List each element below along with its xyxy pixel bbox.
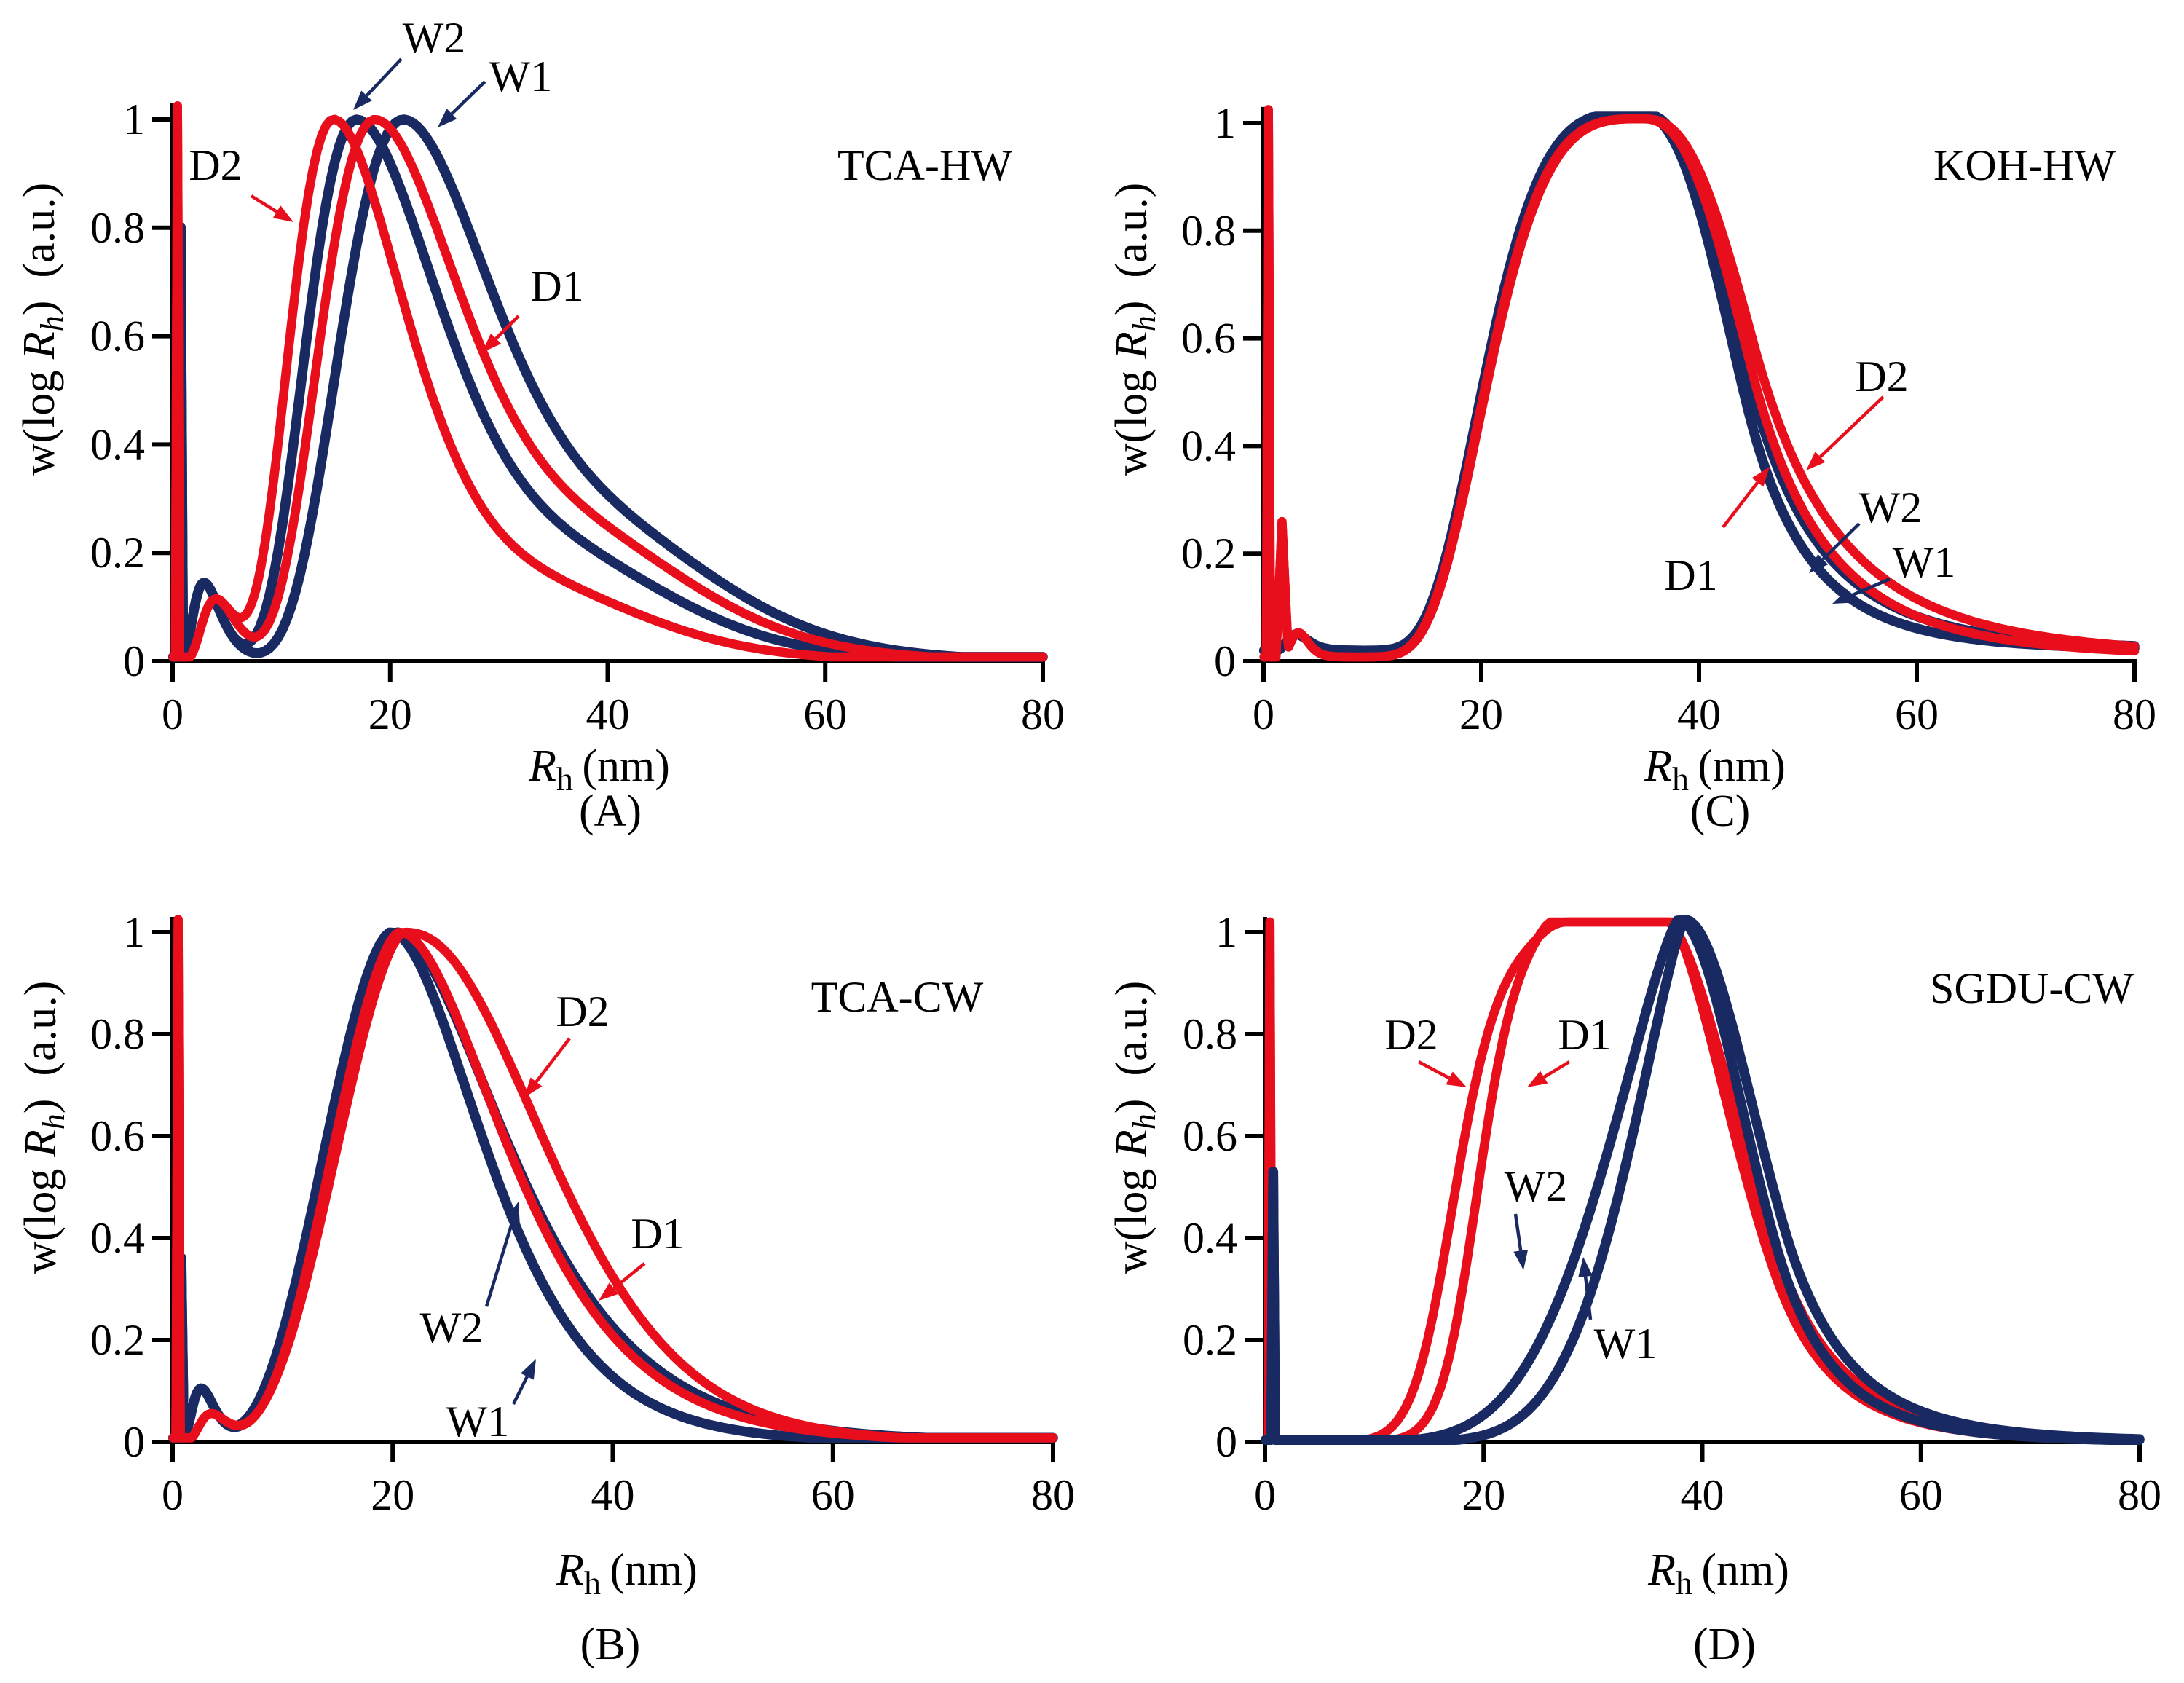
svg-text:D2: D2 [556, 988, 609, 1036]
svg-text:0.6: 0.6 [1181, 315, 1236, 363]
svg-text:20: 20 [1459, 690, 1503, 738]
svg-text:80: 80 [1031, 1471, 1075, 1519]
svg-text:0.2: 0.2 [90, 529, 145, 577]
svg-text:1: 1 [1215, 908, 1237, 956]
svg-text:1: 1 [123, 908, 145, 956]
svg-text:60: 60 [1899, 1471, 1943, 1519]
svg-text:0.8: 0.8 [1181, 207, 1236, 255]
svg-text:D2: D2 [1384, 1011, 1438, 1059]
svg-text:40: 40 [1681, 1471, 1724, 1519]
svg-text:W2: W2 [403, 14, 466, 62]
svg-text:1: 1 [1214, 99, 1236, 147]
svg-text:W2: W2 [1859, 484, 1923, 532]
svg-text:TCA-HW: TCA-HW [837, 141, 1012, 189]
svg-text:D1: D1 [1664, 551, 1717, 599]
svg-text:0: 0 [123, 637, 145, 685]
svg-text:40: 40 [1677, 690, 1721, 738]
svg-text:0.4: 0.4 [90, 1214, 145, 1262]
svg-text:0: 0 [1254, 1471, 1276, 1519]
svg-text:0: 0 [1214, 637, 1236, 685]
svg-text:0: 0 [162, 690, 184, 738]
svg-text:60: 60 [811, 1471, 855, 1519]
svg-text:(A): (A) [579, 787, 642, 836]
svg-text:80: 80 [2118, 1471, 2161, 1519]
svg-text:SGDU-CW: SGDU-CW [1930, 964, 2134, 1012]
svg-text:W2: W2 [1505, 1162, 1568, 1210]
svg-text:0.6: 0.6 [90, 1112, 145, 1160]
svg-text:0.4: 0.4 [1181, 422, 1236, 470]
svg-text:Rh (nm): Rh (nm) [528, 741, 670, 797]
svg-text:0.8: 0.8 [1183, 1010, 1237, 1058]
svg-text:60: 60 [1895, 690, 1939, 738]
svg-text:0.6: 0.6 [90, 312, 145, 360]
svg-text:40: 40 [586, 690, 630, 738]
svg-text:D2: D2 [189, 141, 242, 189]
svg-text:W2: W2 [420, 1304, 484, 1352]
svg-text:Rh (nm): Rh (nm) [1647, 1545, 1789, 1601]
svg-text:D1: D1 [1558, 1011, 1611, 1059]
svg-text:0: 0 [1215, 1418, 1237, 1466]
svg-text:0: 0 [162, 1471, 184, 1519]
svg-text:60: 60 [803, 690, 847, 738]
svg-text:20: 20 [1462, 1471, 1505, 1519]
svg-text:40: 40 [591, 1471, 635, 1519]
svg-text:20: 20 [368, 690, 412, 738]
svg-text:Rh (nm): Rh (nm) [556, 1545, 698, 1601]
svg-text:(C): (C) [1690, 787, 1751, 836]
svg-text:80: 80 [2113, 690, 2156, 738]
svg-text:D2: D2 [1855, 352, 1908, 401]
svg-text:20: 20 [371, 1471, 414, 1519]
svg-text:80: 80 [1021, 690, 1065, 738]
svg-text:D1: D1 [530, 262, 583, 310]
svg-text:W1: W1 [1594, 1320, 1657, 1368]
svg-text:Rh (nm): Rh (nm) [1644, 741, 1786, 797]
svg-text:(B): (B) [580, 1620, 641, 1669]
svg-text:0.4: 0.4 [90, 420, 145, 468]
svg-text:0.8: 0.8 [90, 204, 145, 252]
svg-text:0.8: 0.8 [90, 1010, 145, 1058]
svg-text:KOH-HW: KOH-HW [1933, 141, 2116, 189]
svg-text:0.6: 0.6 [1183, 1112, 1237, 1160]
svg-text:(D): (D) [1693, 1620, 1756, 1669]
svg-text:TCA-CW: TCA-CW [811, 973, 984, 1021]
svg-text:0.2: 0.2 [1183, 1316, 1237, 1364]
svg-text:0: 0 [123, 1418, 145, 1466]
svg-text:W1: W1 [446, 1398, 510, 1446]
svg-text:W1: W1 [489, 52, 553, 100]
svg-text:D1: D1 [631, 1210, 684, 1258]
svg-text:0.4: 0.4 [1183, 1214, 1237, 1262]
svg-text:0.2: 0.2 [90, 1316, 145, 1364]
svg-text:w(log Rh) (a.u.): w(log Rh) (a.u.) [1107, 183, 1162, 476]
svg-text:1: 1 [123, 95, 145, 143]
svg-text:W1: W1 [1893, 538, 1956, 586]
svg-text:0: 0 [1253, 690, 1274, 738]
svg-text:0.2: 0.2 [1181, 529, 1236, 578]
